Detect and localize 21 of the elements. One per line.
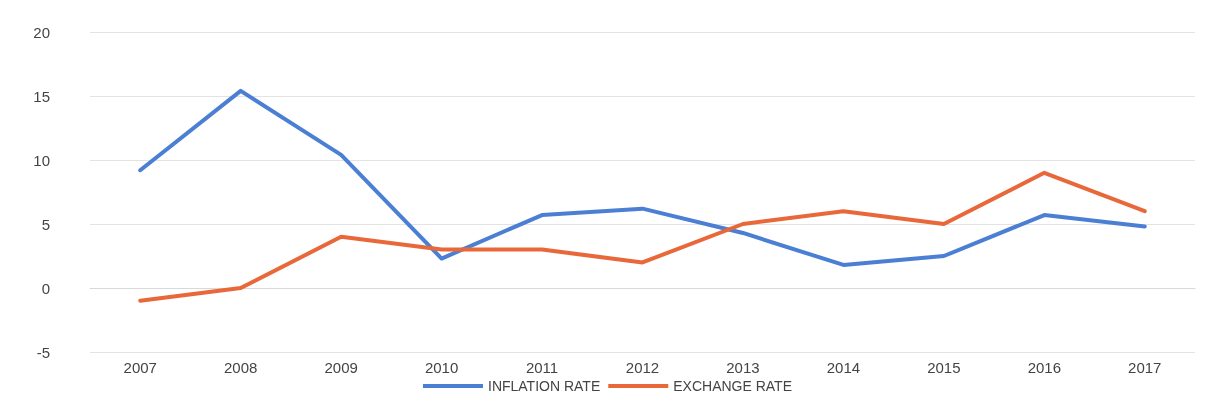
- x-tick-label: 2009: [324, 359, 358, 376]
- y-tick-label: 10: [33, 151, 50, 169]
- y-tick-label: 5: [41, 215, 50, 233]
- legend-label: EXCHANGE RATE: [673, 378, 793, 394]
- y-tick-label: 20: [33, 23, 50, 41]
- x-tick-label: 2011: [525, 359, 559, 376]
- x-tick-label: 2017: [1128, 359, 1162, 376]
- x-tick-label: 2015: [927, 359, 961, 376]
- x-tick-label: 2008: [223, 359, 258, 376]
- x-tick-label: 2013: [726, 359, 760, 376]
- x-tick-label: 2010: [424, 359, 459, 376]
- line-series: [138, 88, 1147, 267]
- y-tick-label: -5: [36, 343, 50, 361]
- x-tick-label: 2007: [123, 359, 157, 376]
- x-tick-label: 2012: [625, 359, 660, 376]
- x-tick-label: 2016: [1027, 359, 1062, 376]
- legend-label: INFLATION RATE: [487, 378, 601, 394]
- line-series: [138, 170, 1147, 303]
- y-tick-label: 0: [41, 279, 50, 297]
- y-tick-label: 15: [33, 87, 50, 105]
- x-tick-label: 2014: [826, 359, 861, 376]
